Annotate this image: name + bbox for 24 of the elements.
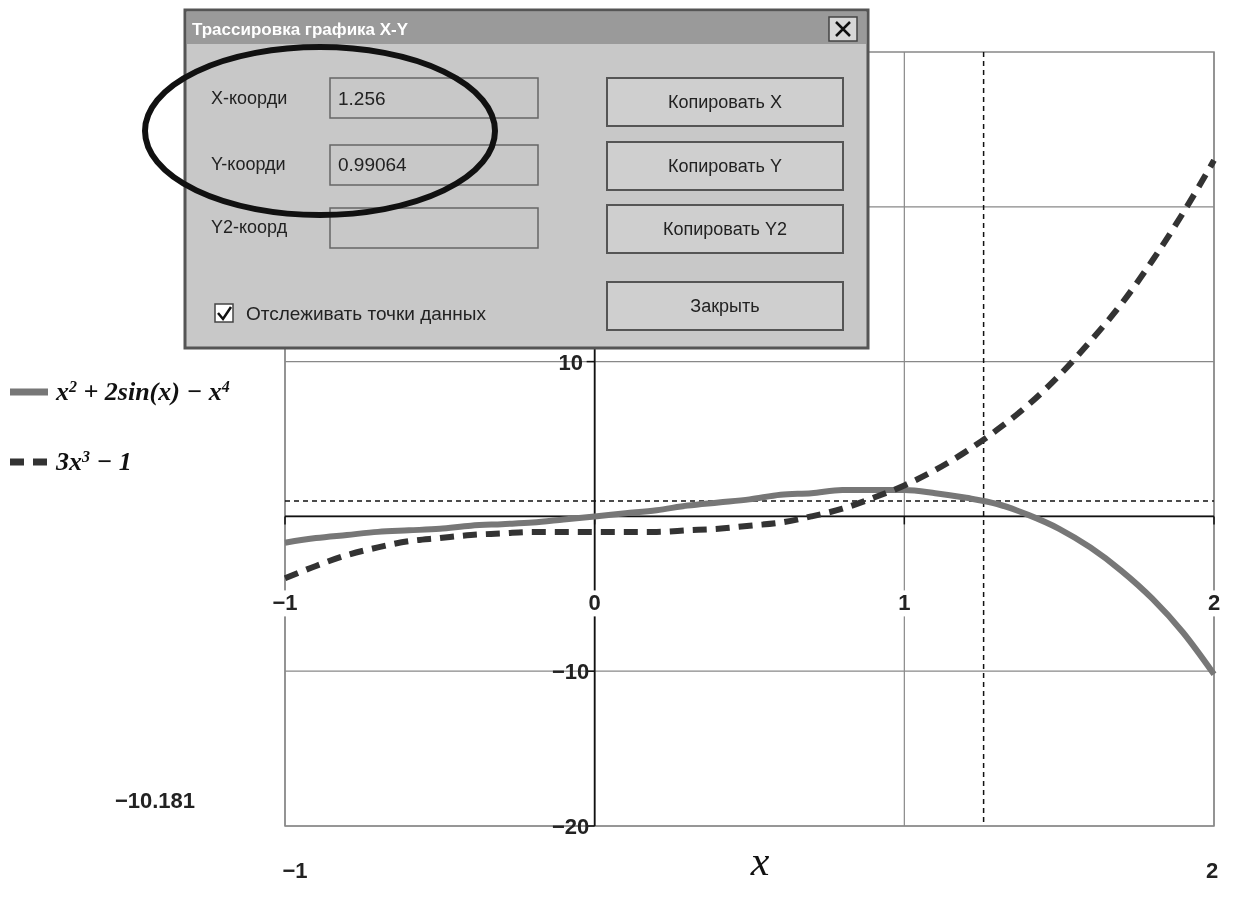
x-tick-label: 2 bbox=[1207, 590, 1221, 616]
annotation: Отслеживать точки данных bbox=[246, 303, 487, 324]
legend-label: x$^{2}$ + 2sin(x) − x$^{4}$ bbox=[55, 377, 230, 406]
legend-label: 3x$^{3}$ − 1 bbox=[55, 447, 132, 476]
annotation: Закрыть bbox=[690, 296, 760, 316]
text: −1 bbox=[282, 858, 308, 883]
text: Трассировка графика X-Y bbox=[192, 20, 409, 39]
annotation: Копировать Y bbox=[668, 156, 782, 176]
x-tick-label: 1 bbox=[898, 590, 911, 616]
y-tick-label: −20 bbox=[552, 814, 590, 839]
text: −10.181 bbox=[114, 788, 196, 813]
annotation: Y2-коорд bbox=[211, 217, 288, 237]
x-axis-title: x bbox=[749, 838, 770, 884]
annotation: Y-коорди bbox=[211, 154, 286, 174]
annotation: 1.256 bbox=[338, 88, 386, 109]
annotation: X-коорди bbox=[211, 88, 288, 108]
y-tick-label: −10 bbox=[552, 659, 590, 685]
x-tick-label: −1 bbox=[272, 590, 298, 616]
y-tick-label: 10 bbox=[558, 349, 583, 375]
annotation: 0.99064 bbox=[338, 154, 408, 175]
x-tick-label: 0 bbox=[588, 590, 601, 616]
text: 2 bbox=[1205, 858, 1219, 883]
annotation: Копировать Y2 bbox=[663, 219, 787, 239]
annotation: Копировать X bbox=[668, 92, 782, 112]
